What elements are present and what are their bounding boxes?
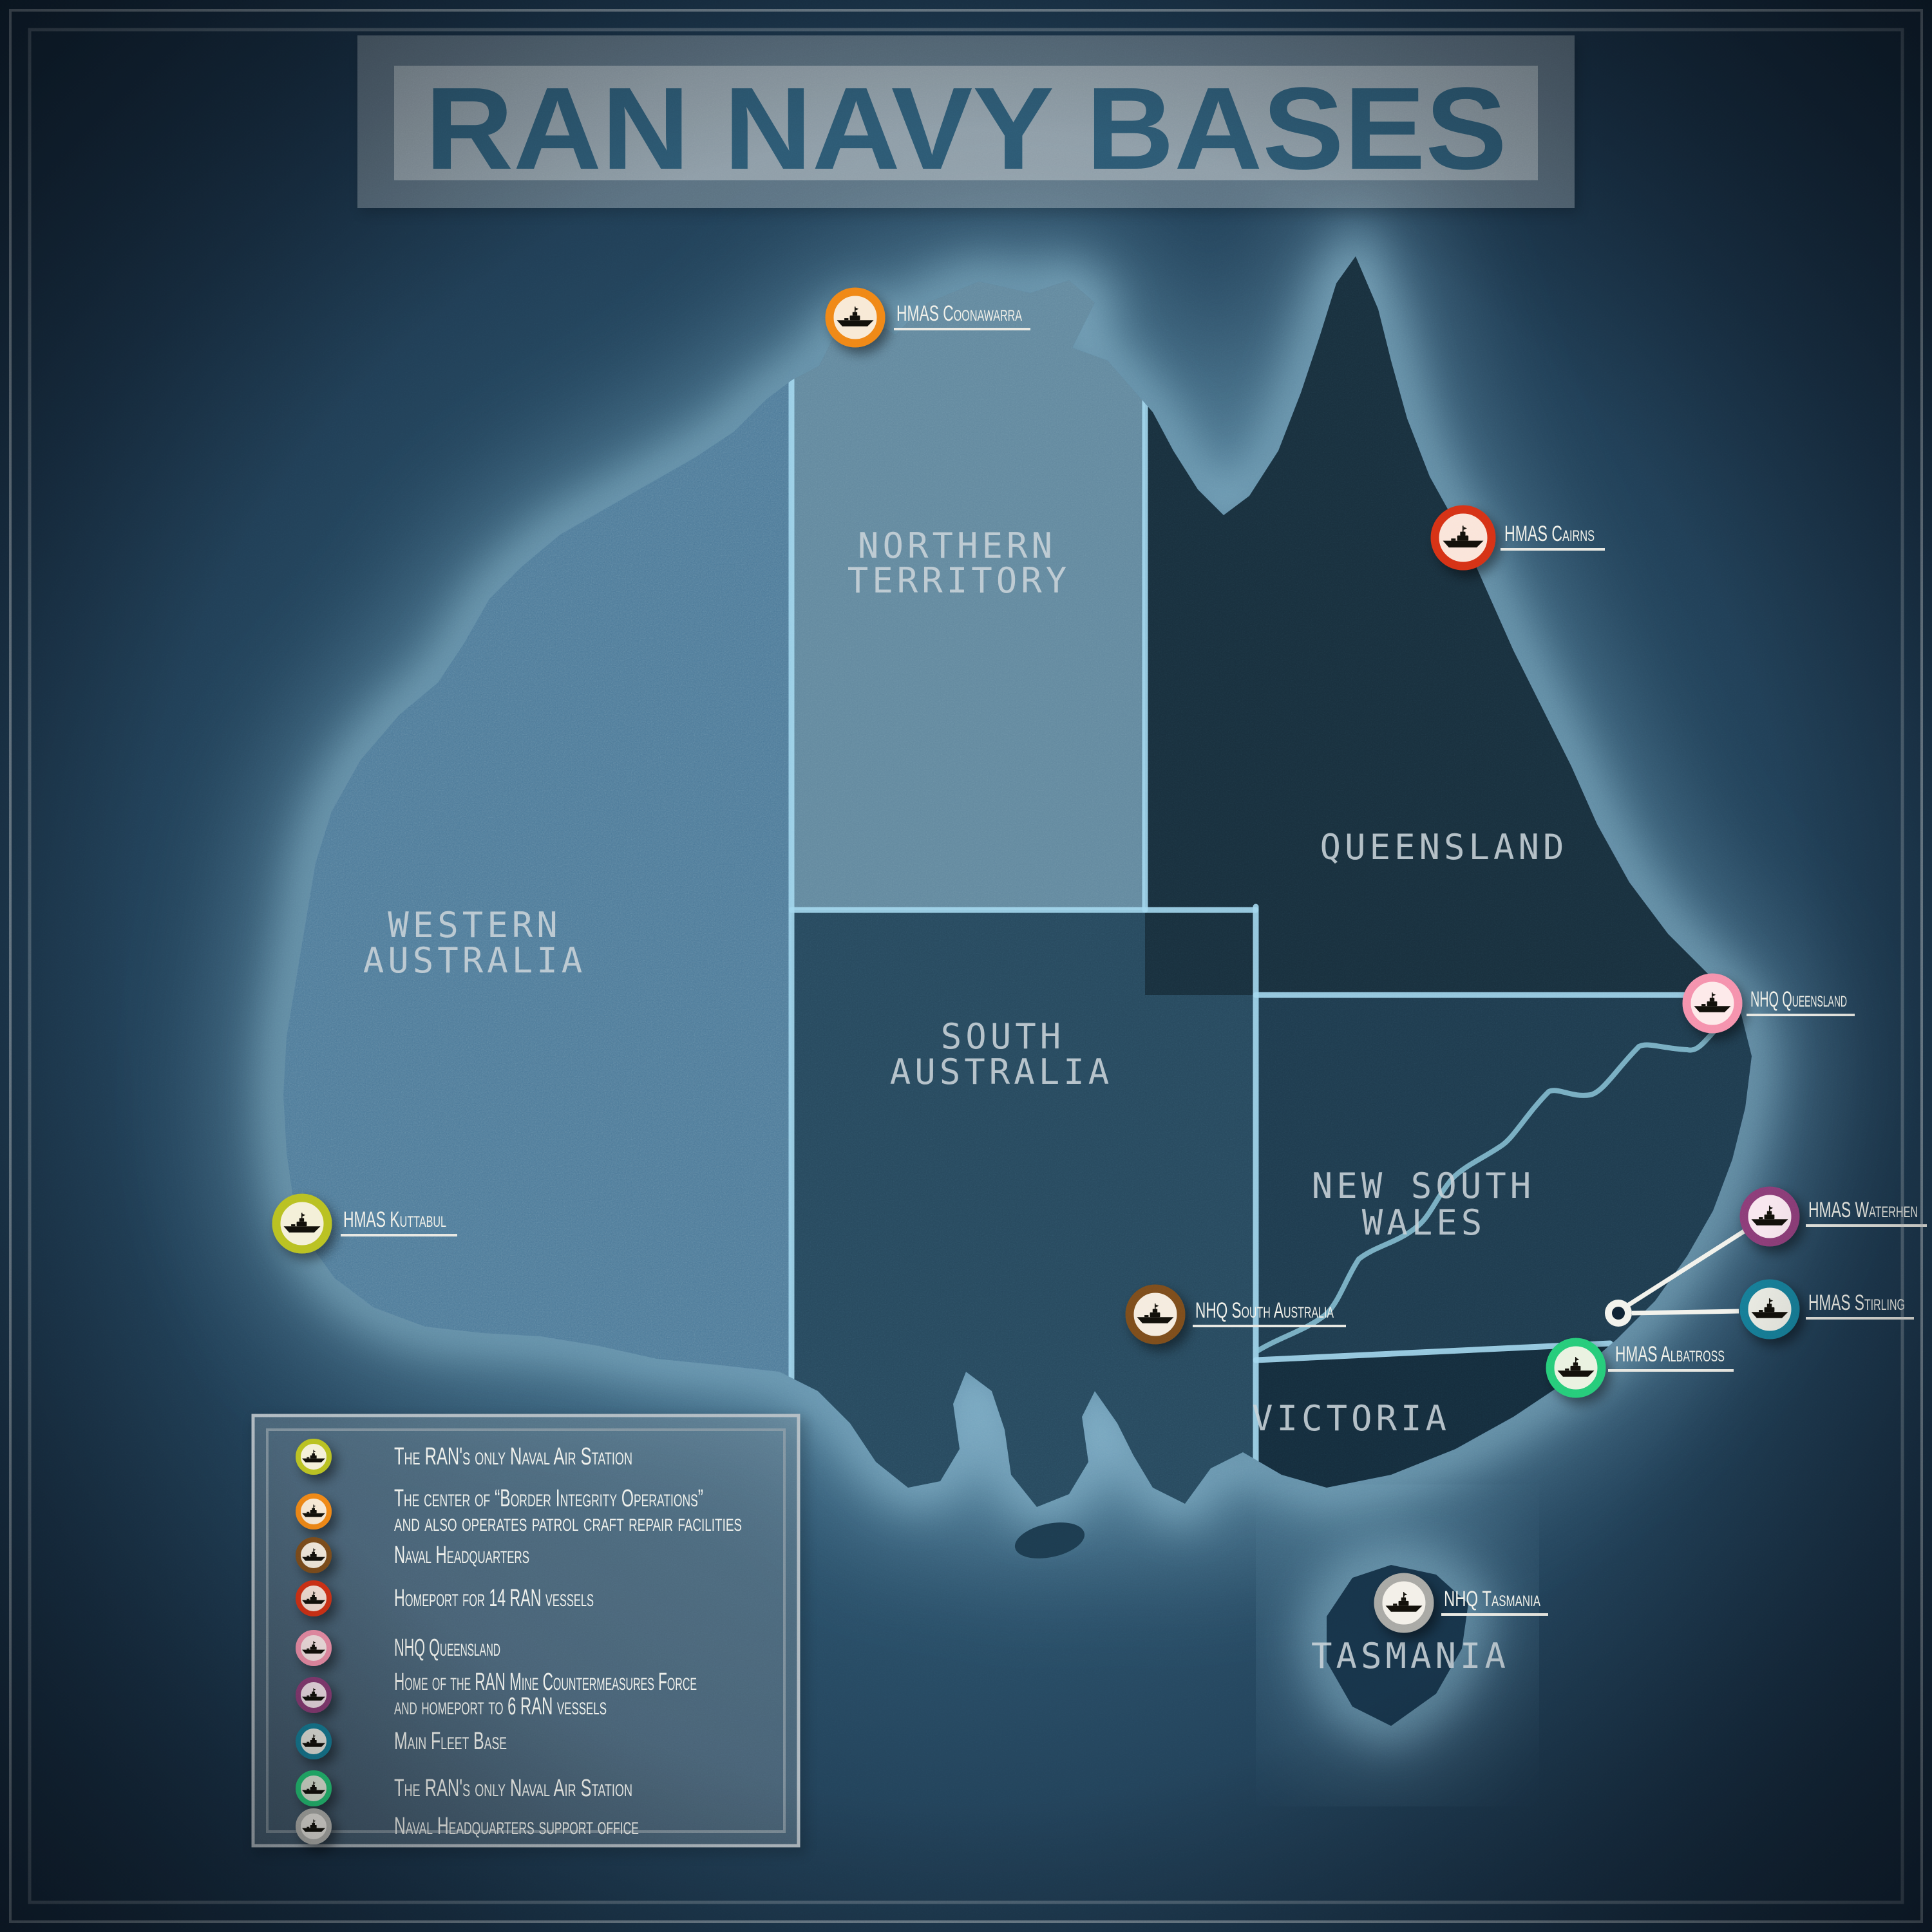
ran-navy-bases-poster: WESTERN AUSTRALIA NORTHERN TERRITORY SOU…	[0, 0, 1932, 1932]
grain-texture	[0, 0, 1932, 1932]
